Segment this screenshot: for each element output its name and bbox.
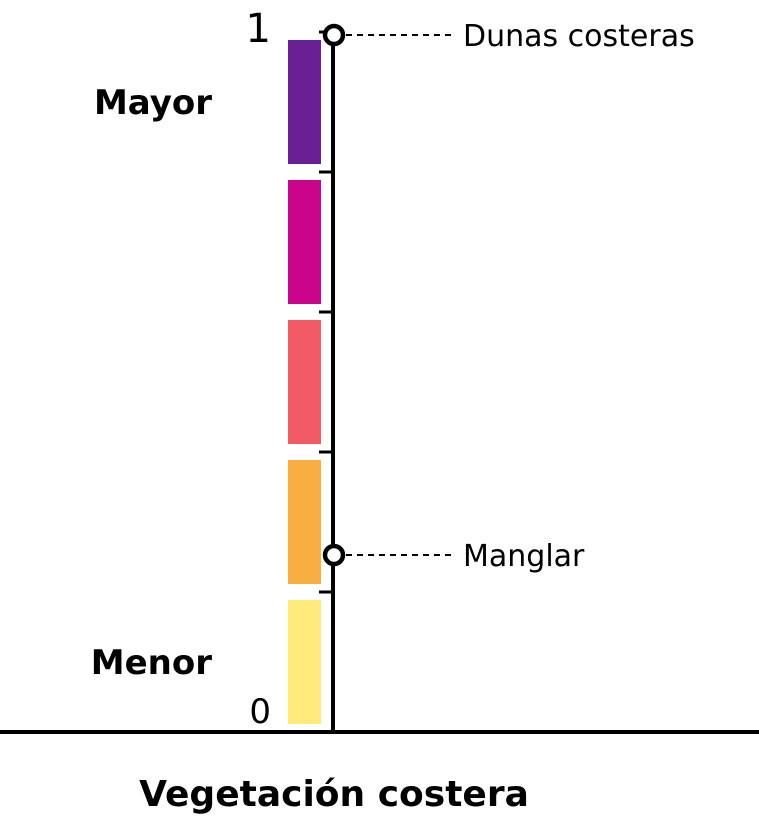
color-segment-3 [288,320,321,444]
scale-label-top: Mayor [94,83,212,123]
marker-label-2: Manglar [463,539,585,574]
point-markers: Dunas costeras Manglar [322,19,695,574]
x-axis-label: Vegetación costera [139,774,529,815]
color-segment-2 [288,460,321,584]
y-tick-labels: 01 [246,6,271,732]
color-segment-4 [288,180,321,304]
color-scale-segments [288,40,321,724]
y-tick-label-1: 0 [249,692,271,732]
marker-point-2 [322,543,346,567]
scale-label-bottom: Menor [91,643,212,683]
color-segment-5 [288,40,321,164]
marker-label-1: Dunas costeras [463,19,695,54]
y-tick-label-2: 1 [246,6,271,52]
marker-point-1 [322,23,346,47]
color-segment-1 [288,600,321,724]
